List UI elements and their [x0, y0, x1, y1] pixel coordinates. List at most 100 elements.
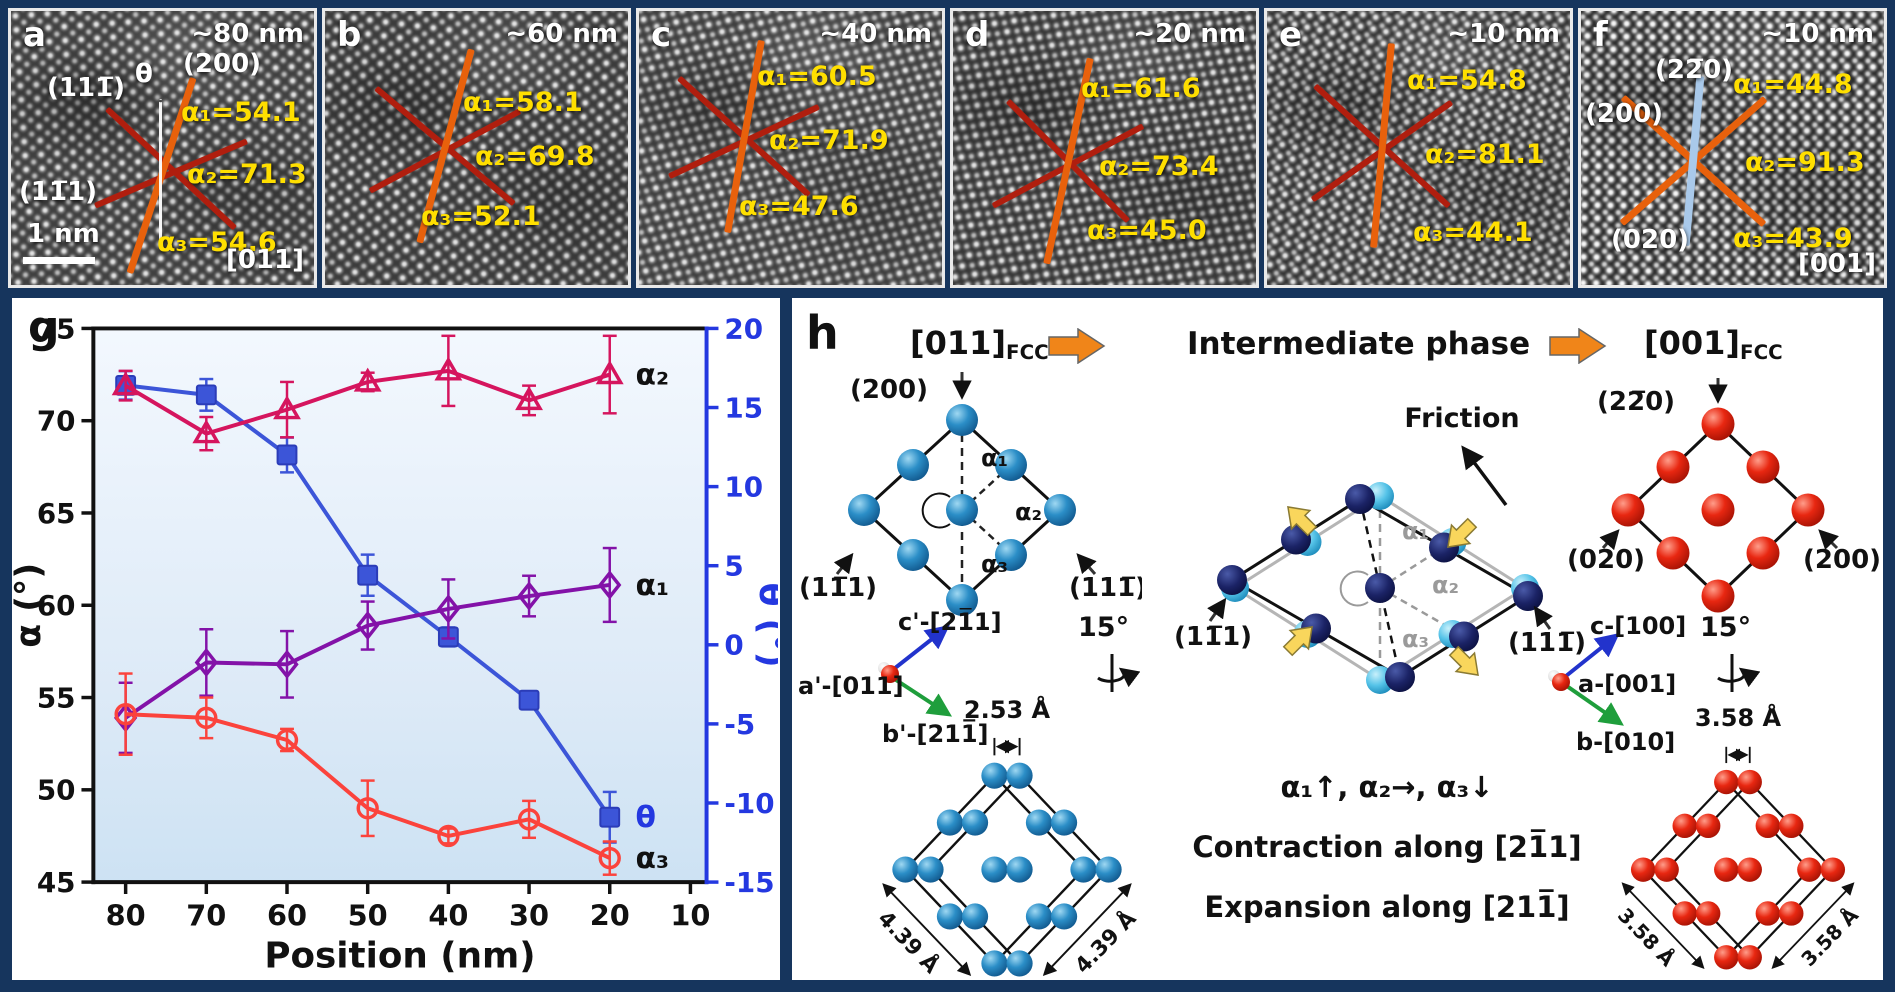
lattice-mottle	[1267, 11, 1570, 285]
svg-text:-10: -10	[724, 787, 774, 820]
svg-text:65: 65	[37, 497, 76, 530]
svg-text:80: 80	[106, 899, 146, 933]
chart-g: θ α₂ α₁ α₃ 45 50 55 60 65 70 75 -15 -10 -5 0 5 10 15 20 80 7…	[12, 312, 778, 976]
alpha1-value: α₁=54.8	[1407, 65, 1527, 96]
lattice-mottle	[1581, 11, 1884, 285]
dim-4p39-right: 4.39 Å	[1070, 905, 1142, 978]
origin-sphere-red	[1552, 673, 1570, 691]
panel-size-label: ~40 nm	[819, 19, 932, 49]
panel-size-label: ~80 nm	[191, 19, 304, 49]
alpha3-value: α₃=52.1	[421, 201, 541, 232]
pointer-arrow-icon	[833, 552, 854, 575]
alpha2-label: α₂	[1432, 571, 1459, 599]
panel-letter: d	[965, 15, 990, 55]
plane-label-200: (200)	[183, 49, 262, 79]
b-axis-label: b'-[211̅]	[882, 718, 989, 748]
svg-text:40: 40	[428, 899, 468, 933]
blue-atoms	[848, 404, 1076, 616]
orange-arrow-icon	[1048, 328, 1106, 364]
svg-text:0: 0	[724, 629, 743, 662]
plane-label-200: (200)	[1585, 99, 1664, 129]
title-001-fcc: [001]FCC	[1644, 324, 1783, 364]
zone-axis-label: [001]	[1797, 249, 1876, 279]
svg-text:70: 70	[186, 899, 226, 933]
tem-panel-row: a ~80 nm (200) θ (111̅) (11̅1) α₁=54.1 α…	[8, 8, 1887, 288]
c-axis-label: c-[100]	[1590, 612, 1686, 640]
alpha1-value: α₁=44.8	[1733, 69, 1853, 100]
plane-label-1b11: (11̅1)	[799, 573, 877, 603]
panel-letter: e	[1279, 15, 1303, 55]
plane-label-1b11: (11̅1)	[19, 177, 98, 207]
lattice-mottle	[639, 11, 942, 285]
tem-panel-f: f ~10 nm (22̅0) (200) (020) α₁=44.8 α₂=9…	[1578, 8, 1887, 288]
double-diamond-011: 4.39 Å 4.39 Å	[873, 737, 1142, 979]
svg-text:70: 70	[37, 405, 76, 438]
diagram-panel-h: h [011]FCC Intermediate phase [001]FCC	[788, 294, 1887, 984]
plane-label-020: (020)	[1567, 545, 1645, 575]
panel-size-label: ~20 nm	[1133, 19, 1246, 49]
structure-intermediate: Friction	[1174, 403, 1586, 694]
plane-label-111b: (111̅)	[1508, 628, 1586, 658]
dim-3p58-right: 3.58 Å	[1796, 903, 1863, 971]
plane-label-020: (020)	[1611, 225, 1690, 255]
series-α₁: α₁	[113, 546, 669, 755]
double-diamond-001: 3.58 Å 3.58 Å	[1613, 746, 1863, 971]
svg-text:50: 50	[348, 899, 388, 933]
svg-text:10: 10	[670, 899, 710, 933]
rotation-icon	[1080, 642, 1144, 710]
svg-text:60: 60	[37, 589, 76, 622]
alpha1-value: α₁=54.1	[181, 97, 301, 128]
lattice-mottle	[325, 11, 628, 285]
alpha2-value: α₂=71.3	[187, 159, 307, 190]
series-label-α₂: α₂	[636, 357, 669, 392]
alpha3-value: α₃=47.6	[739, 191, 859, 222]
svg-text:20: 20	[724, 312, 763, 345]
title-intermediate: Intermediate phase	[1187, 326, 1531, 362]
alpha2-value: α₂=69.8	[475, 141, 595, 172]
axis-triad-right: c-[100] a-[001] b-[010]	[1548, 612, 1686, 756]
scalebar-label: 1 nm	[27, 219, 100, 249]
structure-001-fcc: (22̅0) (020) (200)	[1567, 378, 1881, 613]
series-α₂: α₂	[111, 334, 669, 452]
lattice-mottle	[11, 11, 314, 285]
panel-h-label: h	[806, 306, 839, 360]
b-axis-arrow-icon	[888, 674, 953, 717]
svg-text:15: 15	[724, 391, 763, 424]
alpha1-value: α₁=60.5	[757, 61, 877, 92]
alpha3-value: α₃=45.0	[1087, 215, 1207, 246]
plane-label-200: (200)	[850, 375, 928, 405]
tem-panel-c: c ~40 nm α₁=60.5 α₂=71.9 α₃=47.6	[636, 8, 945, 288]
plane-label-1b11: (11̅1)	[1174, 622, 1252, 652]
orange-arrow-icon	[1549, 328, 1607, 364]
title-001: [001]	[1644, 324, 1741, 362]
alpha1-label: α₁	[1402, 517, 1429, 545]
b-axis-label: b-[010]	[1576, 728, 1675, 756]
plot-area	[93, 328, 707, 883]
title-011-fcc: [011]FCC	[910, 324, 1049, 364]
series-label-θ: θ	[636, 800, 656, 835]
pointer-arrow-icon	[1076, 553, 1097, 575]
series-θ: θ	[115, 369, 656, 844]
panel-letter: f	[1593, 15, 1608, 55]
dim-4p39-left: 4.39 Å	[873, 906, 945, 979]
plane-label-220: (22̅0)	[1655, 55, 1734, 85]
svg-text:10: 10	[724, 471, 763, 504]
series-label-α₁: α₁	[636, 568, 669, 603]
dim-2p53: 2.53 Å	[963, 696, 1051, 724]
alpha2-value: α₂=91.3	[1745, 147, 1865, 178]
plane-label-111b: (111̅)	[1069, 573, 1142, 603]
plane-label-111b: (111̅)	[47, 73, 126, 103]
svg-text:20: 20	[590, 899, 630, 933]
pointer-arrow-icon	[1818, 529, 1839, 550]
pointer-arrow-icon	[1599, 529, 1620, 551]
panel-size-label: ~60 nm	[505, 19, 618, 49]
pointer-arrow-icon	[1207, 597, 1227, 622]
friction-arrow-icon	[1461, 445, 1508, 507]
alpha-trend-line: α₁↑, α₂→, α₃↓	[1280, 770, 1494, 804]
panel-letter: c	[651, 15, 672, 55]
c-axis-arrow-icon	[1559, 633, 1620, 682]
alpha3-label: α₃	[1402, 625, 1429, 653]
svg-text:50: 50	[37, 774, 76, 807]
theta-label: θ	[135, 59, 153, 89]
